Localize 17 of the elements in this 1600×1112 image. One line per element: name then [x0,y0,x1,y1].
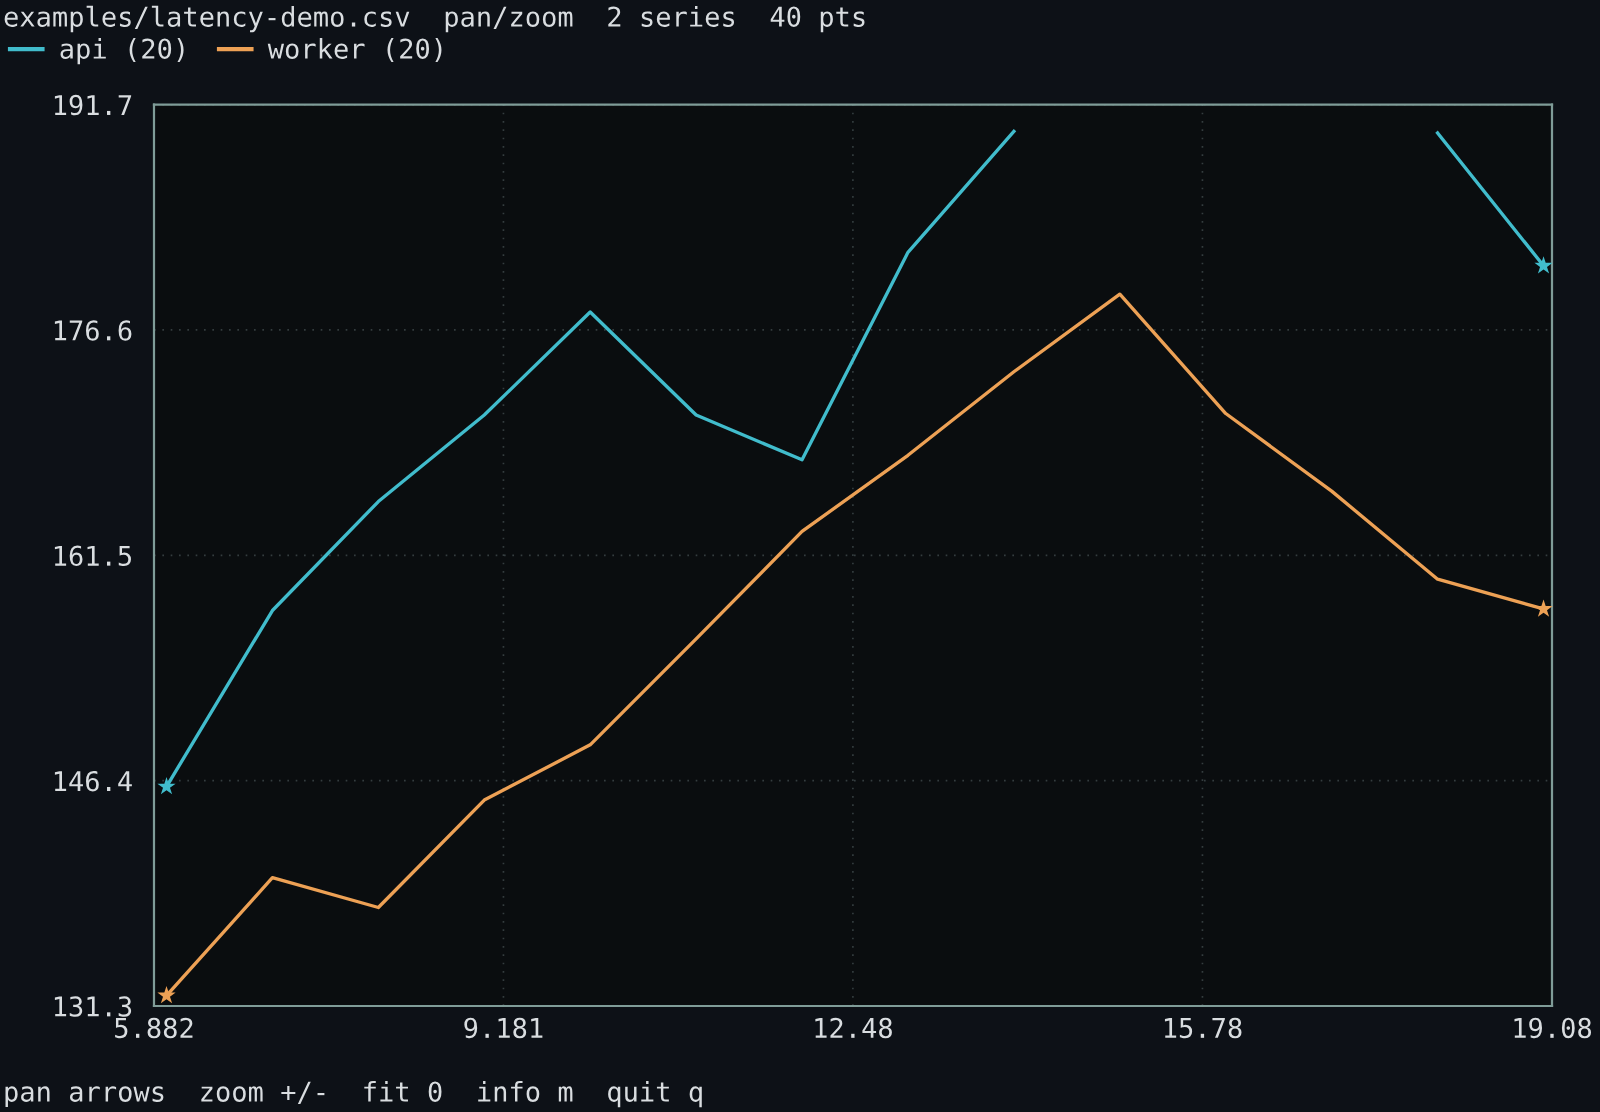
chart-title: examples/latency-demo.csv pan/zoom 2 series 40 pts [4,5,865,33]
y-tick-label: 176.6 [54,320,132,341]
point [157,985,176,1004]
x-tick-label: 15.78 [1164,1017,1242,1039]
y-tick-label: 146.4 [54,770,132,792]
y-tick-label: 131.3 [54,996,132,1017]
x-tick-label: 5.882 [115,1017,193,1039]
y-tick-label: 161.5 [54,545,131,567]
x-tick-label: 9.181 [464,1017,543,1039]
legend-label: api (20) [60,37,184,65]
point [1534,256,1553,274]
text: pan arrows zoom +/- fit 0 info m quit q [5,1080,702,1108]
x-tick-label: 12.48 [815,1017,892,1039]
x-tick-label: 19.08 [1514,1017,1592,1039]
legend-label: worker (20) [267,37,442,63]
point [157,777,176,795]
y-tick-label: 191.7 [54,94,132,116]
